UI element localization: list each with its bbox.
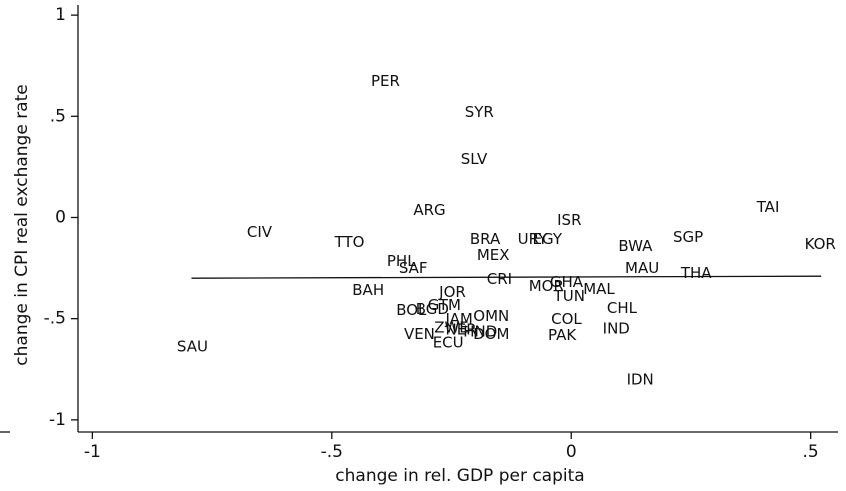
- point-label: COL: [551, 310, 582, 328]
- x-tick-label: -.5: [321, 442, 343, 462]
- point-label: OMN: [473, 307, 509, 325]
- fit-line: [191, 275, 822, 279]
- point-label: GTM: [428, 296, 461, 314]
- point-label: PER: [371, 72, 400, 90]
- y-axis-title: change in CPI real exchange rate: [12, 84, 32, 365]
- point-label: SAU: [177, 337, 208, 355]
- point-label: ISR: [557, 211, 581, 229]
- point-label: MAL: [583, 280, 615, 298]
- point-label: URY: [518, 230, 548, 248]
- point-label: THA: [680, 264, 712, 282]
- point-label: CIV: [247, 223, 273, 241]
- point-label: MOR: [529, 277, 564, 295]
- point-label: SLV: [461, 150, 488, 168]
- x-tick-label: -1: [84, 442, 101, 462]
- point-label: MEX: [477, 246, 510, 264]
- point-label: SYR: [465, 103, 494, 121]
- x-tick-label: 0: [566, 442, 577, 462]
- point-label: BRA: [470, 230, 501, 248]
- point-label: SAF: [399, 259, 428, 277]
- y-tick-label: -.5: [44, 309, 66, 329]
- point-label: JAM: [444, 310, 472, 328]
- point-label: ARG: [413, 201, 445, 219]
- y-tick-label: 1: [55, 5, 66, 25]
- point-label: ZWE: [434, 318, 469, 336]
- point-label: NER: [446, 320, 477, 338]
- point-label: VEN: [404, 325, 435, 343]
- point-label: GHA: [550, 273, 584, 291]
- point-label: IDN: [627, 370, 654, 388]
- point-label: BAH: [352, 281, 384, 299]
- point-label: TAI: [756, 198, 780, 216]
- y-tick-label: 0: [55, 207, 66, 227]
- y-tick-label: -1: [49, 410, 66, 430]
- point-label: CRI: [487, 270, 512, 288]
- point-label: HND: [463, 322, 497, 340]
- point-label: JOR: [438, 283, 466, 301]
- point-label: SGP: [673, 228, 703, 246]
- point-label: PHL: [387, 252, 416, 270]
- point-label: IND: [603, 319, 630, 337]
- point-label: KOR: [805, 235, 836, 253]
- point-label: BOL: [396, 301, 427, 319]
- y-tick-label: .5: [50, 106, 66, 126]
- point-label: BWA: [618, 237, 653, 255]
- point-label: TTO: [334, 233, 365, 251]
- point-label: MAU: [625, 259, 659, 277]
- point-label: DOM: [473, 325, 509, 343]
- point-label: ECU: [433, 333, 464, 351]
- point-label: BGD: [416, 300, 449, 318]
- point-label: PAK: [548, 326, 577, 344]
- x-tick-label: .5: [803, 442, 819, 462]
- x-axis-title: change in rel. GDP per capita: [335, 466, 584, 486]
- point-label: TUN: [553, 287, 585, 305]
- point-label: CHL: [607, 299, 638, 317]
- point-label: EGY: [533, 230, 563, 248]
